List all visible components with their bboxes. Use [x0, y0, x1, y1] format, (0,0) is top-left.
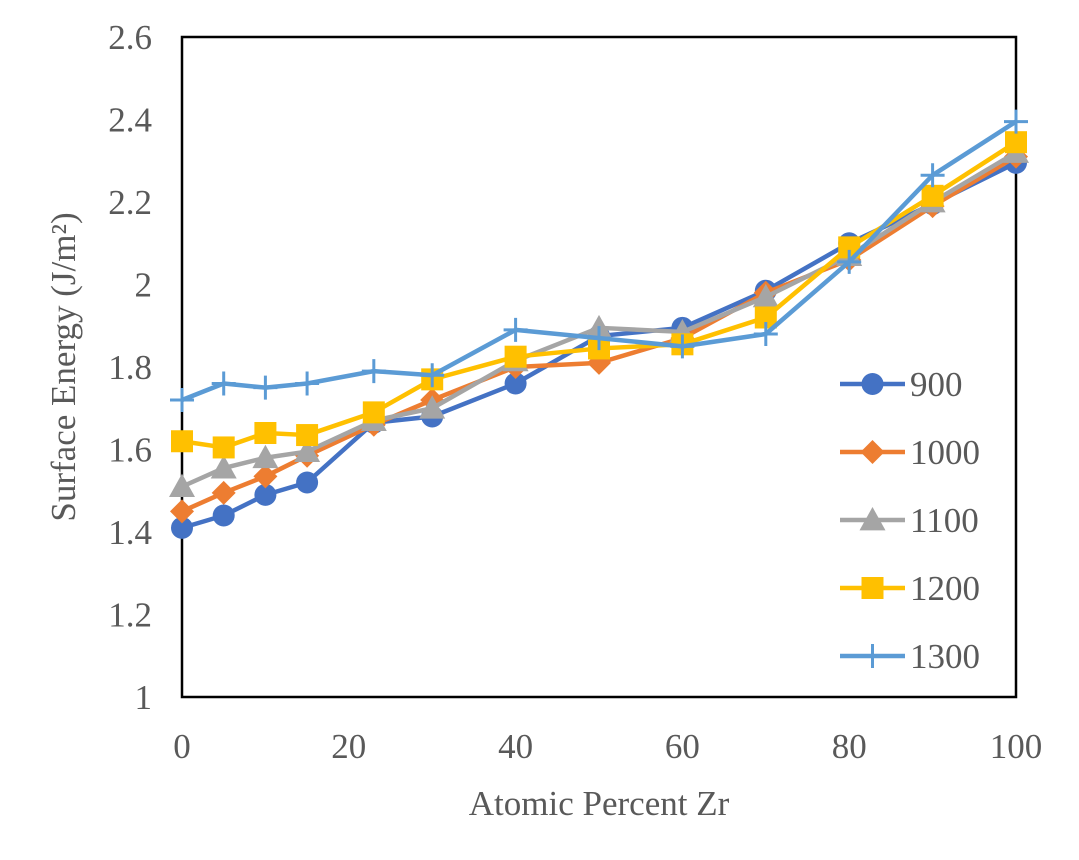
data-point — [420, 363, 445, 388]
data-point — [210, 455, 237, 479]
data-point — [587, 326, 611, 351]
x-axis-title: Atomic Percent Zr — [469, 784, 730, 823]
series-line — [181, 140, 1018, 450]
data-point — [504, 372, 527, 395]
data-point — [753, 322, 778, 346]
data-point — [295, 371, 320, 396]
data-point — [171, 516, 193, 539]
data-point — [294, 438, 321, 462]
plot-frame — [180, 35, 1018, 699]
data-point — [171, 430, 193, 453]
data-point — [754, 306, 777, 329]
data-point — [211, 480, 236, 505]
legend-label: 1200 — [910, 569, 980, 608]
legend-item: 1000 — [840, 433, 980, 472]
legend: 900 1000 1100 1200 1300 — [840, 365, 980, 676]
data-point — [169, 473, 195, 498]
y-tick-label: 2 — [135, 266, 153, 305]
series-1200 — [171, 131, 1027, 459]
data-point — [253, 375, 278, 400]
legend-label: 1100 — [910, 501, 979, 540]
data-point — [212, 504, 235, 527]
data-point — [296, 424, 319, 447]
legend-label: 1300 — [910, 637, 980, 676]
legend-label: 900 — [910, 365, 963, 404]
y-tick-label: 2.6 — [108, 18, 152, 57]
y-tick-label: 1.2 — [108, 596, 152, 635]
data-point — [1005, 131, 1027, 154]
series-1300 — [170, 109, 1028, 412]
data-point — [170, 388, 194, 412]
legend-item: 1300 — [840, 637, 980, 676]
data-point — [503, 317, 528, 342]
legend-label: 1000 — [910, 433, 980, 472]
y-tick-label: 2.4 — [108, 101, 152, 140]
legend-item: 1200 — [840, 569, 980, 608]
data-point — [296, 471, 319, 494]
data-point — [254, 422, 277, 444]
data-point — [752, 283, 779, 308]
data-point — [1004, 109, 1028, 134]
y-tick-label: 1.4 — [108, 513, 152, 552]
y-tick-label: 1.6 — [108, 431, 152, 470]
legend-item: 900 — [840, 365, 963, 404]
legend-marker — [860, 440, 885, 464]
data-point — [254, 483, 277, 506]
data-point — [211, 371, 236, 396]
axes: 1 1.2 1.4 1.6 1.8 2 2.2 2.4 2.6 0 20 40 60 80 100 — [108, 18, 1042, 766]
data-point — [670, 334, 695, 359]
legend-marker — [861, 373, 884, 395]
legend-marker — [861, 577, 884, 599]
y-tick-label: 2.2 — [108, 183, 152, 222]
data-point — [419, 395, 446, 419]
x-tick-label: 100 — [990, 727, 1043, 766]
y-axis-title: Surface Energy (J/m²) — [44, 212, 83, 521]
x-tick-label: 0 — [173, 727, 191, 766]
y-tick-label: 1.8 — [108, 348, 152, 387]
data-point — [920, 163, 945, 188]
data-point — [253, 464, 278, 489]
legend-item: 1100 — [840, 501, 979, 540]
x-tick-label: 20 — [331, 727, 366, 766]
x-tick-label: 80 — [832, 727, 867, 766]
data-point — [212, 436, 235, 459]
legend-marker — [860, 644, 885, 668]
data-point — [362, 401, 385, 424]
x-tick-label: 40 — [498, 727, 533, 766]
y-tick-label: 1 — [135, 678, 153, 717]
legend-marker — [859, 507, 886, 531]
data-point — [504, 345, 527, 368]
data-point — [252, 444, 279, 469]
data-point — [921, 184, 944, 207]
data-point — [837, 249, 862, 274]
x-tick-label: 60 — [665, 727, 700, 766]
series-layer — [169, 109, 1029, 539]
data-point — [361, 359, 386, 384]
data-point — [170, 499, 194, 524]
